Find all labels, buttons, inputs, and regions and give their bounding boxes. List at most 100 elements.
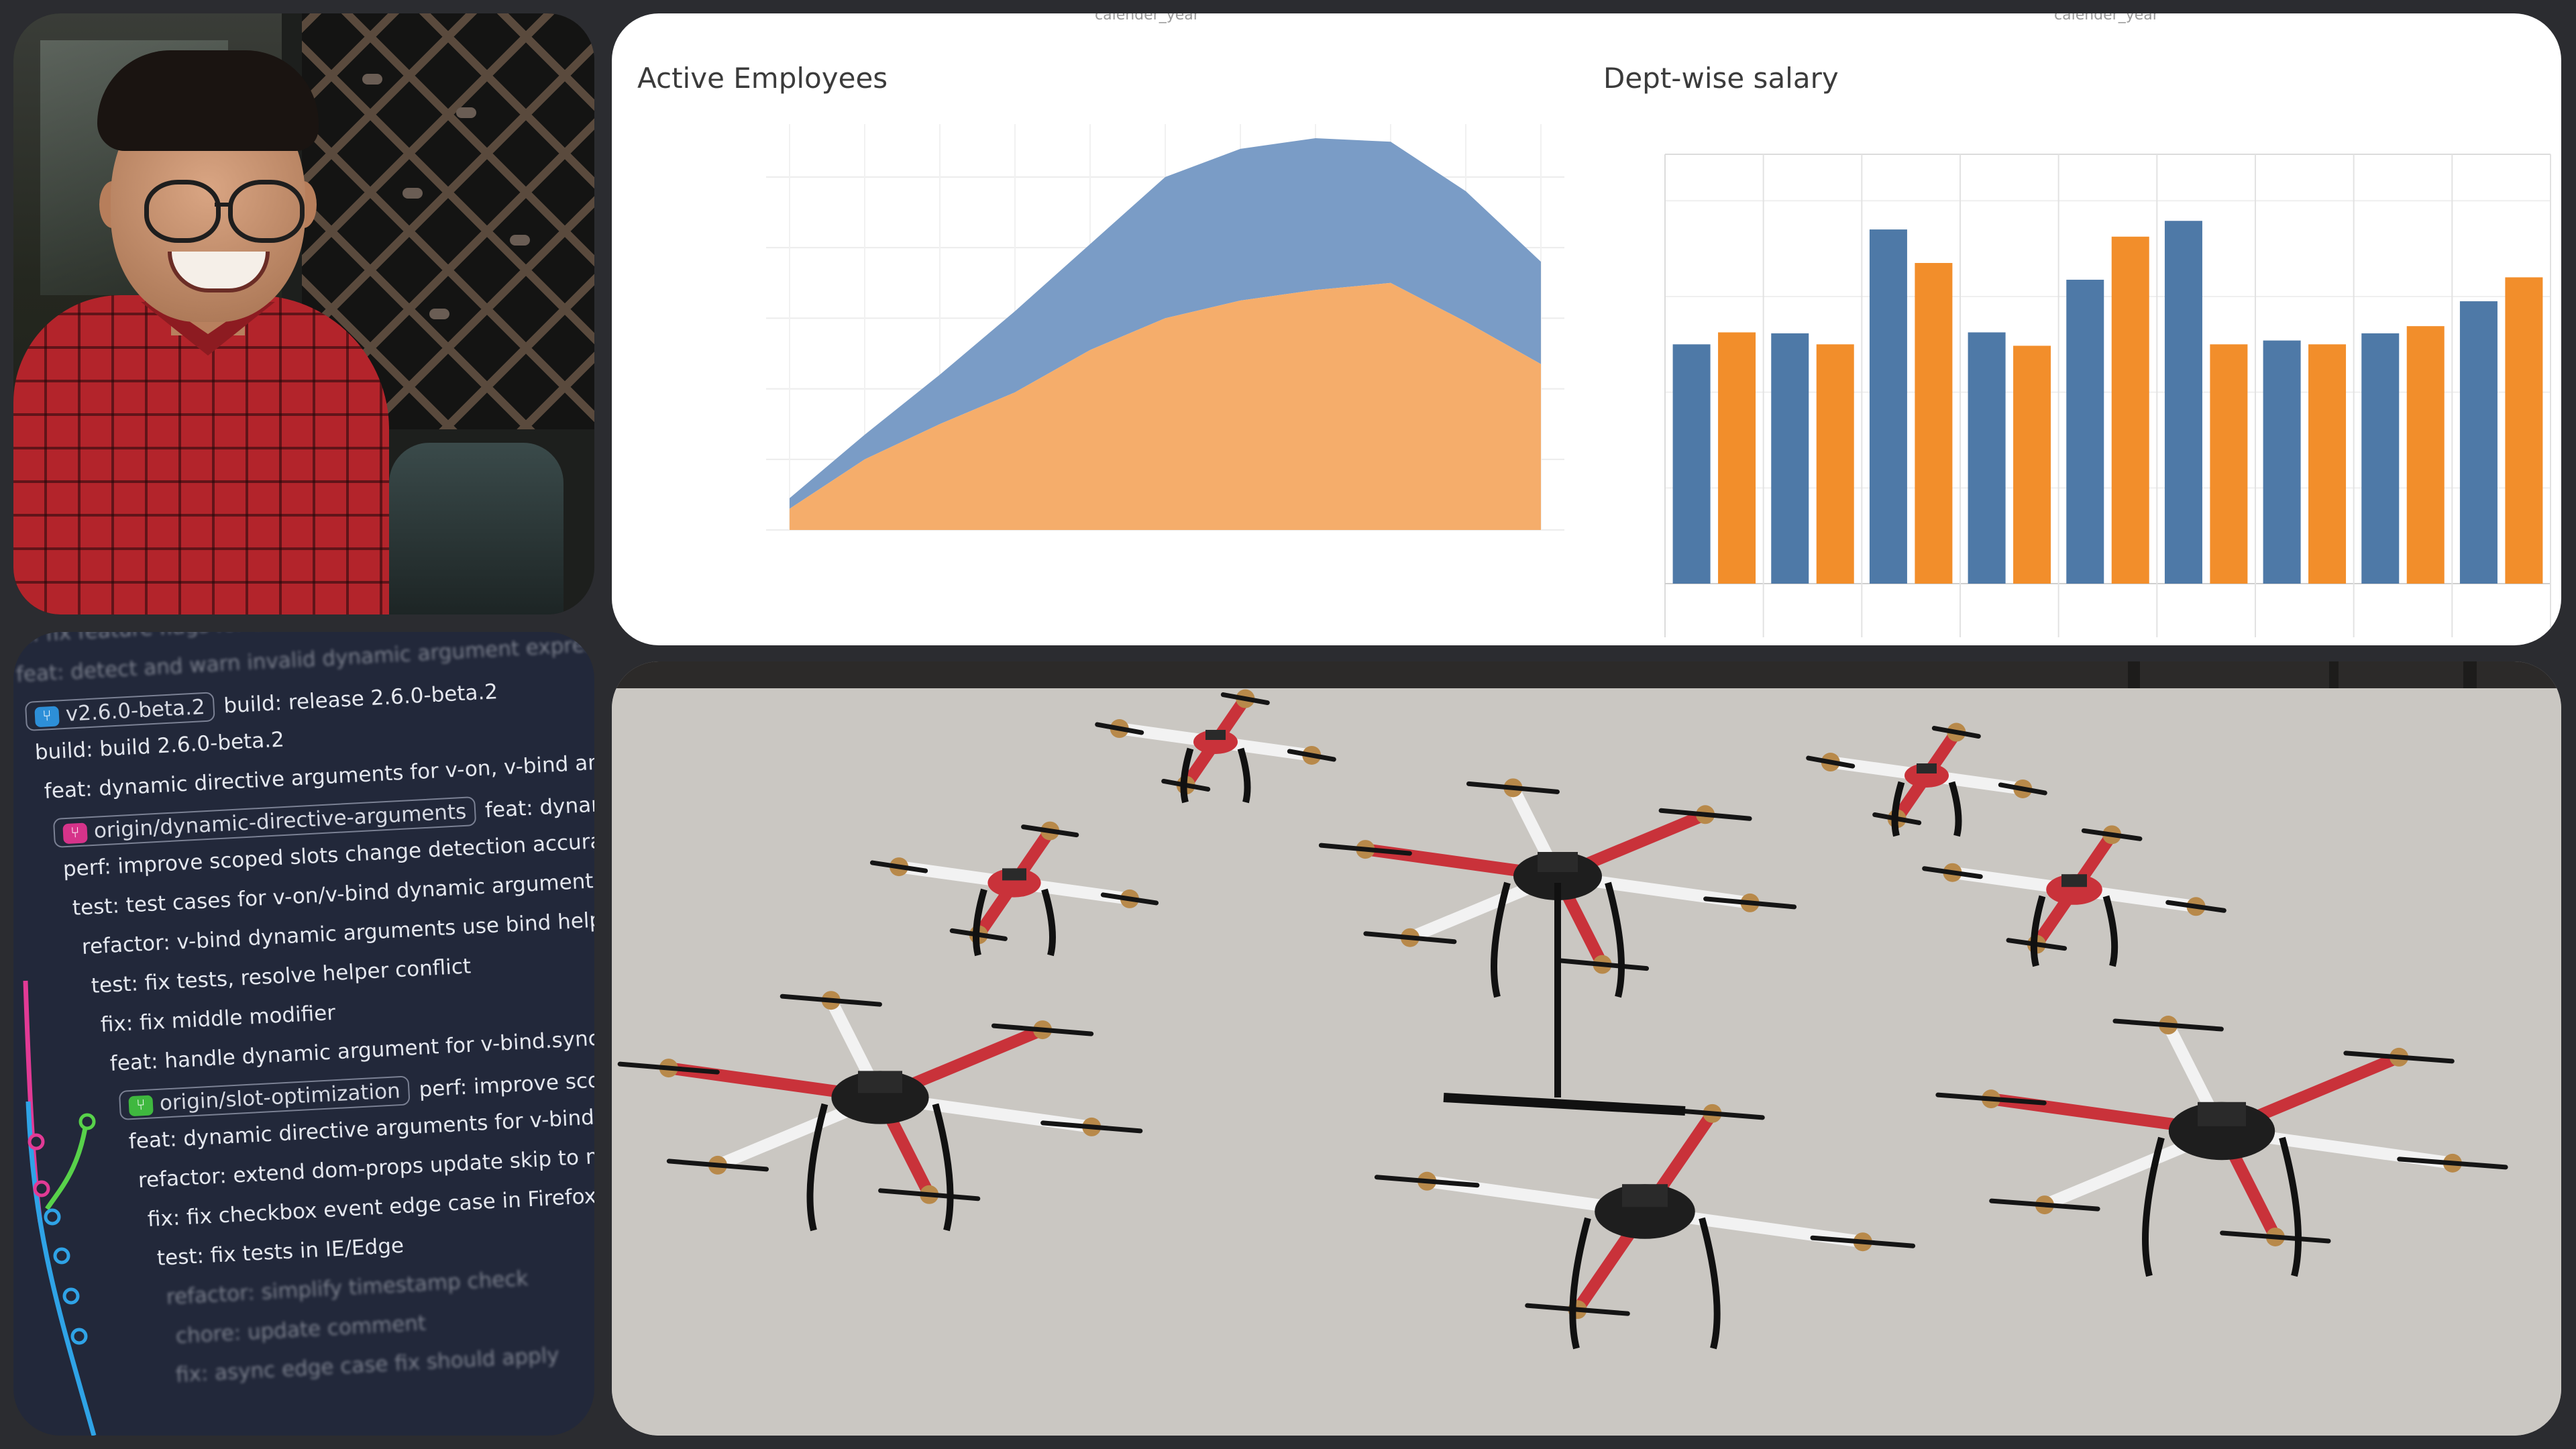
salary-bar-f <box>2066 279 2104 584</box>
salary-bar-f <box>1771 333 1809 584</box>
landing-leg <box>1891 781 1905 837</box>
branch-tag-label: v2.6.0-beta.2 <box>64 695 206 727</box>
commit-node <box>70 1328 88 1345</box>
salary-bar-f <box>2361 333 2400 584</box>
propeller-blade <box>1998 782 2047 796</box>
wine-bottle <box>429 309 449 319</box>
eyeglasses-left <box>144 180 221 243</box>
portrait-photo <box>13 13 594 614</box>
landing-leg <box>1041 888 1056 957</box>
wine-bottle <box>456 107 476 118</box>
git-branch-graph <box>23 980 97 1436</box>
salary-bar-m <box>2111 236 2149 584</box>
commit-node <box>28 1133 45 1150</box>
salary-bar-f <box>2459 301 2498 584</box>
flight-controller <box>1002 868 1026 881</box>
flight-controller <box>1917 763 1937 773</box>
propeller-blade <box>1363 931 1457 945</box>
propeller-blade <box>2397 1157 2508 1170</box>
propeller-blade <box>666 1159 769 1172</box>
salary-bar-m <box>2308 344 2347 584</box>
propeller-blade <box>1806 755 1856 769</box>
propeller-blade <box>1922 866 1983 879</box>
landing-leg <box>1180 747 1194 804</box>
propeller-blade <box>1525 1303 1630 1316</box>
flight-controller <box>2061 874 2087 888</box>
wine-bottle <box>362 74 382 85</box>
landing-leg <box>1237 747 1251 804</box>
drone-center-plate <box>987 868 1041 898</box>
drone-center-plate <box>1595 1184 1695 1239</box>
landing-leg <box>806 1103 828 1232</box>
propeller-blade <box>2165 900 2226 913</box>
propeller-blade <box>1318 843 1412 856</box>
flight-controller <box>1205 730 1226 740</box>
charts-panel: calender_year calender_year Active Emplo… <box>612 13 2561 645</box>
drones-on-floor <box>612 688 2561 1436</box>
propeller-blade <box>1466 781 1560 794</box>
salary-bar-m <box>2505 277 2543 584</box>
flight-controller <box>1538 852 1578 872</box>
landing-leg <box>2279 1136 2302 1277</box>
salary-bar-m <box>1718 332 1756 584</box>
landing-leg <box>1569 1217 1591 1350</box>
propeller-blade <box>1220 692 1270 706</box>
propeller-blade <box>1703 896 1797 910</box>
salary-bar-f <box>1672 344 1711 584</box>
propeller-blade <box>1989 1198 2100 1212</box>
landing-leg <box>2102 895 2118 967</box>
drone-center-plate <box>1513 852 1602 900</box>
propeller-blade <box>2220 1230 2331 1244</box>
cropped-axis-label: calender_year <box>2054 13 2159 23</box>
area-series-upper <box>790 138 1541 509</box>
propeller-blade <box>2081 828 2143 841</box>
drone-center-plate <box>1904 763 1949 788</box>
area-series-lower <box>790 282 1541 530</box>
propeller-blade <box>1287 749 1336 762</box>
propeller-blade <box>1095 722 1144 735</box>
branch-icon: ⑂ <box>34 705 60 727</box>
salary-bar-f <box>2263 340 2301 584</box>
drone-fleet-photo <box>612 661 2561 1436</box>
landing-leg <box>1699 1217 1721 1350</box>
propeller-blade <box>1810 1235 1916 1248</box>
salary-bar-m <box>2210 344 2248 584</box>
landing-skid <box>1443 1093 1686 1116</box>
propeller-blade <box>1040 1120 1143 1134</box>
branch-icon: ⑂ <box>62 822 88 844</box>
salary-bar-m <box>1915 263 1953 584</box>
concrete-floor <box>612 688 2561 1436</box>
active-employees-area-chart <box>766 124 1564 531</box>
landing-leg <box>1491 881 1511 998</box>
propeller-blade <box>617 1061 720 1075</box>
landing-leg <box>1948 781 1962 837</box>
salary-bar-f <box>2164 221 2202 584</box>
wine-bottle <box>402 188 423 199</box>
landing-leg <box>1605 881 1625 998</box>
propeller-blade <box>2112 1018 2224 1032</box>
landing-leg <box>2142 1136 2165 1277</box>
propeller-blade <box>1021 824 1079 838</box>
eyeglasses-right <box>228 180 305 243</box>
background-wall <box>612 661 2561 688</box>
branch-line-blue <box>25 1101 97 1436</box>
commit-node <box>44 1208 61 1226</box>
propeller-blade <box>1935 1092 2047 1106</box>
wine-bottle <box>510 235 530 246</box>
branch-icon: ⑂ <box>128 1094 154 1116</box>
landing-leg <box>973 888 987 957</box>
flight-controller <box>858 1071 902 1093</box>
propeller-blade <box>1931 726 1981 739</box>
chair <box>389 443 564 614</box>
propeller-blade <box>1556 958 1650 971</box>
propeller-blade <box>1374 1175 1480 1188</box>
branch-line-green <box>45 1114 90 1210</box>
drone-center-plate <box>1193 730 1238 754</box>
commit-node <box>78 1113 96 1130</box>
commit-node <box>53 1247 70 1265</box>
salary-bar-m <box>2406 326 2445 584</box>
landing-leg <box>2030 895 2046 967</box>
flight-controller <box>1622 1184 1668 1208</box>
dept-salary-bar-chart <box>1664 154 2551 637</box>
area-chart-title: Active Employees <box>637 62 888 95</box>
